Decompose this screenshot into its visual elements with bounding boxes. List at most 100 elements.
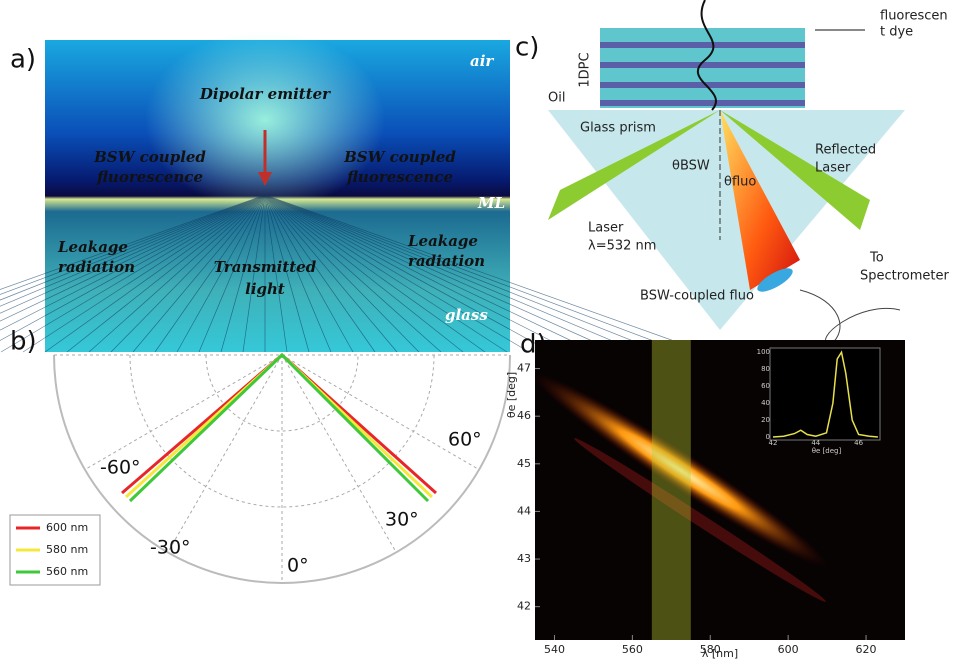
text: Glass prism bbox=[580, 121, 656, 136]
text: radiation bbox=[408, 252, 485, 270]
inset-x-tick-label: 44 bbox=[811, 439, 820, 447]
text: t dye bbox=[880, 25, 913, 40]
grid-line bbox=[281, 354, 479, 470]
angle-label: -30° bbox=[150, 537, 191, 559]
text: Leakage bbox=[57, 238, 128, 256]
panel-c: c) fluorescen t dye 1DPC Oil Glass prism… bbox=[515, 0, 950, 346]
legend-label: 600 nm bbox=[46, 521, 88, 534]
text: θfluo bbox=[724, 175, 756, 190]
glass-label: glass bbox=[445, 306, 488, 324]
text: Laser bbox=[815, 161, 851, 176]
ray bbox=[264, 194, 486, 353]
ray bbox=[264, 194, 706, 353]
ray bbox=[0, 194, 266, 290]
ray bbox=[264, 194, 332, 353]
ray bbox=[44, 194, 266, 353]
ray bbox=[0, 194, 266, 331]
y-tick-label: 43 bbox=[517, 552, 531, 565]
angle-label: 60° bbox=[448, 429, 482, 451]
x-tick-label: 560 bbox=[622, 643, 643, 656]
ray bbox=[264, 194, 574, 353]
ray bbox=[264, 194, 354, 353]
ray bbox=[154, 194, 266, 353]
ray bbox=[110, 194, 266, 353]
lobe bbox=[124, 352, 434, 499]
ray bbox=[264, 194, 442, 353]
panel-a: a) air Dipolar emitter BSW coupled fluor… bbox=[0, 30, 706, 353]
text: BSW coupled bbox=[343, 148, 456, 166]
ray bbox=[66, 194, 266, 353]
ray bbox=[264, 194, 376, 353]
text: BSW coupled bbox=[93, 148, 206, 166]
inset-y-tick-label: 100 bbox=[757, 348, 770, 356]
y-tick-label: 47 bbox=[517, 362, 531, 375]
ray bbox=[0, 194, 266, 314]
ray bbox=[264, 194, 288, 353]
text: Oil bbox=[548, 91, 565, 106]
ray bbox=[264, 194, 552, 353]
emission-wave bbox=[696, 0, 717, 111]
ml-label: ML bbox=[477, 194, 505, 212]
prism bbox=[548, 110, 905, 330]
inset-y-tick-label: 80 bbox=[761, 365, 770, 373]
grid-line bbox=[85, 354, 283, 470]
highlight-band bbox=[651, 340, 691, 640]
ray bbox=[264, 194, 420, 353]
inset-x-tick-label: 46 bbox=[854, 439, 863, 447]
ray bbox=[198, 194, 266, 353]
text: To bbox=[869, 251, 884, 266]
text: fluorescence bbox=[96, 168, 203, 186]
y-axis-label: θe [deg] bbox=[505, 372, 518, 418]
x-tick-label: 540 bbox=[544, 643, 565, 656]
text: Transmitted bbox=[214, 258, 317, 276]
inset bbox=[769, 347, 881, 441]
ray bbox=[264, 194, 310, 353]
inset-y-tick-label: 40 bbox=[761, 399, 770, 407]
ray bbox=[264, 194, 464, 353]
ray bbox=[264, 194, 618, 353]
text: Laser bbox=[588, 221, 624, 236]
ray bbox=[176, 194, 266, 353]
angle-label: 30° bbox=[385, 509, 419, 531]
heatmap-band bbox=[532, 373, 828, 567]
ray bbox=[242, 194, 266, 353]
grid-line bbox=[281, 354, 397, 553]
text: Spectrometer bbox=[860, 269, 950, 284]
ray bbox=[264, 194, 640, 353]
glow bbox=[145, 30, 385, 210]
panel-label: b) bbox=[10, 327, 37, 357]
ray bbox=[0, 194, 266, 301]
inset-y-tick-label: 60 bbox=[761, 382, 770, 390]
y-tick-label: 44 bbox=[517, 504, 531, 517]
text: Leakage bbox=[407, 232, 478, 250]
arrow-head bbox=[258, 172, 272, 186]
angle-label: 0° bbox=[287, 555, 309, 577]
x-tick-label: 600 bbox=[778, 643, 799, 656]
ray bbox=[264, 194, 398, 353]
fiber bbox=[799, 289, 901, 346]
text: 1DPC bbox=[578, 52, 593, 87]
text: Dipolar emitter bbox=[199, 85, 331, 103]
inset-y-tick-label: 0 bbox=[766, 433, 770, 441]
transmitted-lines bbox=[0, 194, 706, 353]
stack-layers bbox=[600, 42, 805, 106]
text: fluorescence bbox=[346, 168, 453, 186]
inset-curve bbox=[772, 350, 878, 438]
legend-label: 560 nm bbox=[46, 565, 88, 578]
text: radiation bbox=[58, 258, 135, 276]
ray bbox=[264, 194, 662, 353]
lobe bbox=[128, 352, 430, 503]
text: λ=532 nm bbox=[588, 239, 656, 254]
heatmap-band bbox=[574, 438, 826, 602]
outer-arc bbox=[53, 354, 511, 584]
inset-y-tick-label: 20 bbox=[761, 416, 770, 424]
legend-label: 580 nm bbox=[46, 543, 88, 556]
text: fluorescen bbox=[880, 9, 948, 24]
laser-beam bbox=[548, 110, 720, 220]
x-tick-label: 620 bbox=[856, 643, 877, 656]
text: BSW-coupled fluo bbox=[640, 289, 754, 304]
x-axis-label: λ [nm] bbox=[702, 647, 738, 660]
text: Reflected bbox=[815, 143, 876, 158]
inset-x-tick-label: 42 bbox=[769, 439, 778, 447]
